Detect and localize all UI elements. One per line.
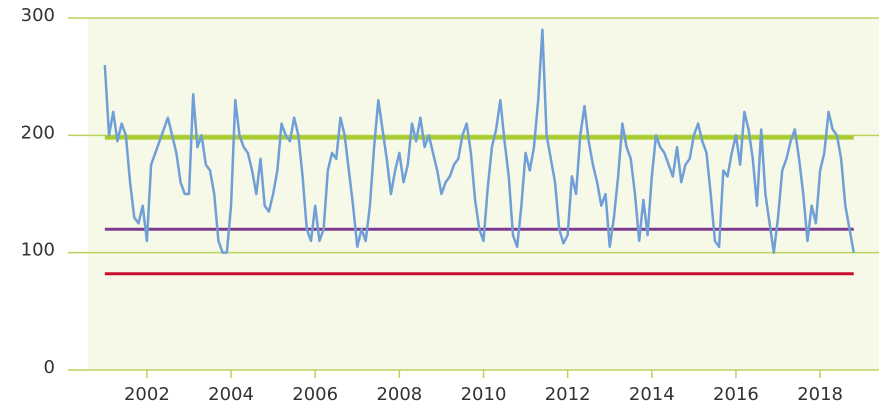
y-tick-label: 300 <box>21 5 55 26</box>
x-tick-label: 2002 <box>124 384 170 405</box>
x-tick-label: 2012 <box>545 384 591 405</box>
x-tick-label: 2010 <box>461 384 507 405</box>
x-tick-label: 2018 <box>797 384 843 405</box>
x-tick-label: 2014 <box>629 384 675 405</box>
x-tick-label: 2006 <box>292 384 338 405</box>
data-line <box>103 28 855 254</box>
y-tick-label: 100 <box>21 240 55 261</box>
y-tick-label: 0 <box>44 357 55 378</box>
x-tick-label: 2008 <box>376 384 422 405</box>
x-tick-label: 2016 <box>713 384 759 405</box>
x-tick-label: 2004 <box>208 384 254 405</box>
y-tick-label: 200 <box>21 122 55 143</box>
plot-area <box>88 18 879 370</box>
